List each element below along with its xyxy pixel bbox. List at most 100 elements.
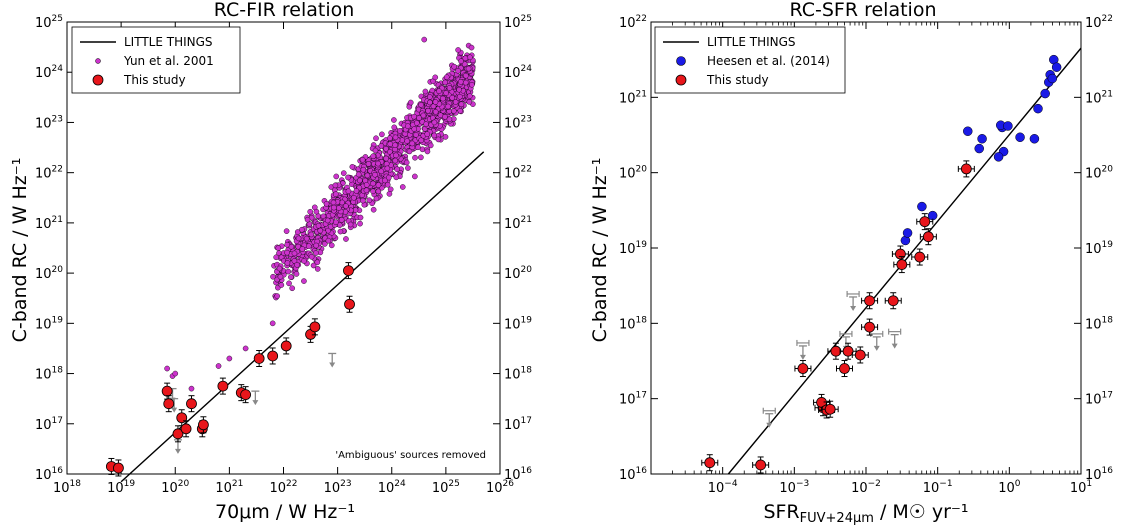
yun-point [370,206,377,213]
this-study-point [922,231,934,243]
yun-point [338,217,345,223]
yun-point [418,102,424,108]
yun-point [365,161,372,167]
yun-point [383,155,389,162]
x-tick-label: 1022 [270,479,298,496]
yun-point [331,204,337,211]
x-axis-label: SFRFUV+24μm / M☉ yr⁻¹ [763,501,968,526]
yun-point [286,280,292,287]
yun-point [372,171,378,178]
yun-point [406,148,413,155]
x-tick-label: 1025 [432,479,460,496]
yun-point [455,47,461,53]
y-tick-label-right: 1019 [504,315,532,332]
upper-limit-arrowhead [873,345,880,351]
y-axis-label: C-band RC / W Hz⁻¹ [589,158,611,343]
yun-point [458,58,464,64]
yun-point [359,156,366,163]
yun-point [332,182,339,189]
yun-point [446,116,453,123]
yun-point [343,236,349,242]
yun-point [303,235,310,242]
this-study-point [344,298,355,310]
yun-point [462,55,469,62]
yun-point [333,219,339,226]
yun-point [293,271,300,277]
this-study-point [253,353,265,364]
this-study-point [163,398,175,410]
yun-point [345,188,352,195]
plot-frame [66,21,501,475]
this-study-point [280,340,292,352]
yun-point [393,174,400,181]
yun-point [391,117,397,123]
panel-rc-fir: RC-FIR relation 1018 1019 1020 1021 1022 1023… [9,0,532,523]
yun-point [449,94,456,101]
yun-point [409,140,416,147]
legend-label-little-things: LITTLE THINGS [124,35,213,49]
yun-point [426,94,433,100]
heesen-point [993,152,1004,162]
yun-point [386,191,393,197]
heesen-point [974,143,984,154]
yun-point [283,228,290,234]
y-tick-label-right: 1024 [504,64,532,81]
y-axis-label: C-band RC / W Hz⁻¹ [9,158,31,343]
yun-point [418,137,424,144]
yun-point [424,131,431,137]
plot-frame [650,21,1082,475]
upper-limit-arrowhead [252,400,259,406]
yun-point [440,95,446,102]
yun-point [391,124,398,131]
yun-point [414,120,420,126]
yun-point [277,273,284,280]
yun-point [458,101,465,108]
yun-point [405,165,411,171]
yun-point [427,99,433,106]
yun-point [340,170,347,176]
y-tick-label: 1024 [35,64,63,81]
yun-point [442,114,448,120]
yun-point [226,355,233,362]
plot-area: 1018 1019 1020 1021 1022 1023 1024 1025 10261016… [35,14,532,496]
yun-point [424,148,431,155]
yun-point [333,173,340,180]
yun-point [466,93,473,99]
this-study-point [172,428,184,440]
y-tick-label-right: 1021 [504,215,532,232]
yun-point [284,241,290,248]
yun-point [242,345,249,352]
yun-point [357,220,363,227]
yun-point [299,226,305,233]
yun-point [164,365,170,372]
yun-point [420,112,427,119]
yun-point [384,165,391,172]
yun-point [360,197,366,204]
yun-point [392,142,398,148]
yun-point [467,54,473,61]
this-study-point [864,321,875,333]
yun-point [383,161,390,167]
yun-point [275,245,282,251]
this-study-point [895,248,906,260]
this-study-point [960,163,972,175]
yun-point [422,88,429,95]
this-study-point [309,321,321,333]
yun-point [314,266,321,272]
yun-point [356,177,363,184]
y-tick-label-right: 1025 [504,14,532,31]
yun-point [294,262,300,268]
this-study-point [267,350,279,362]
yun-point [307,208,313,215]
yun-point [443,90,449,96]
y-tick-label: 1020 [35,265,63,282]
yun-point [461,61,468,67]
yun-point [384,181,391,188]
this-study-point [864,295,875,307]
y-tick-label-right: 1018 [504,366,532,383]
yun-point [273,254,279,261]
yun-point [412,173,418,180]
yun-point [325,237,332,244]
yun-point [315,222,322,229]
